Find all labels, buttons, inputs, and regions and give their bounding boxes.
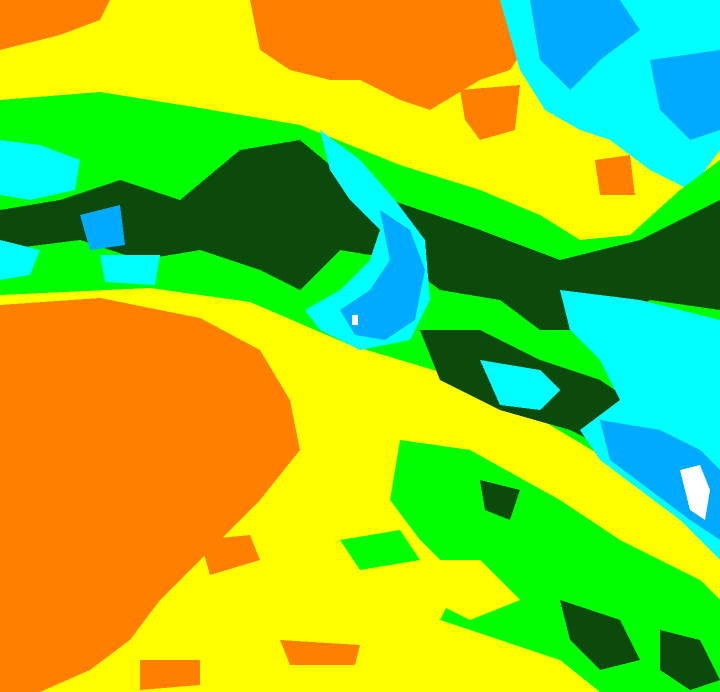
cyan-class [480,360,560,410]
blue-class [530,0,640,90]
cyan-class [0,140,80,200]
green-class [390,440,720,692]
blue-class [650,50,720,140]
orange-class [0,0,110,50]
blue-class [340,210,425,340]
orange-class [460,85,520,140]
blue-class [80,205,125,250]
yellow-class [420,560,520,620]
white-class [352,315,358,325]
dark-green-class [480,480,520,520]
cyan-class [100,255,160,285]
dark-green-class [0,140,720,330]
dark-green-class [560,600,640,670]
orange-class [280,640,360,665]
orange-class [200,535,260,575]
orange-class [140,660,200,690]
white-class [680,465,710,520]
orange-class [0,298,300,692]
dark-green-class [660,630,720,690]
orange-class [595,155,635,195]
orange-class [250,0,530,110]
green-class [340,530,420,570]
cyan-class [0,240,40,280]
